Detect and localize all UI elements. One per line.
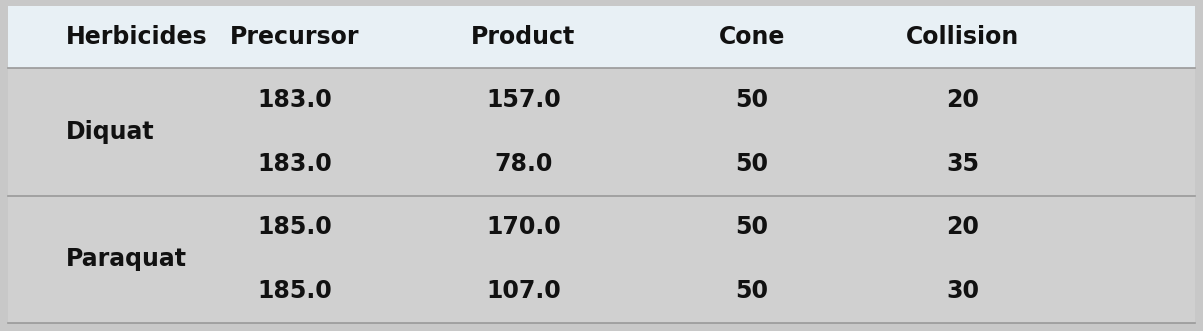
- Text: Cone: Cone: [718, 25, 786, 49]
- Text: 157.0: 157.0: [486, 88, 561, 112]
- Text: Product: Product: [472, 25, 575, 49]
- Text: 50: 50: [735, 279, 769, 303]
- Text: 20: 20: [946, 88, 979, 112]
- Text: Diquat: Diquat: [66, 120, 155, 144]
- Bar: [8, 68, 1195, 323]
- Text: 50: 50: [735, 215, 769, 239]
- Text: 185.0: 185.0: [257, 215, 332, 239]
- Text: Collision: Collision: [906, 25, 1019, 49]
- Text: 170.0: 170.0: [486, 215, 561, 239]
- Text: 50: 50: [735, 152, 769, 176]
- Text: 20: 20: [946, 215, 979, 239]
- Text: Herbicides: Herbicides: [66, 25, 208, 49]
- Text: 35: 35: [946, 152, 979, 176]
- Text: 50: 50: [735, 88, 769, 112]
- Text: 183.0: 183.0: [257, 152, 332, 176]
- Text: 183.0: 183.0: [257, 88, 332, 112]
- Text: Paraquat: Paraquat: [66, 247, 188, 271]
- Text: 30: 30: [946, 279, 979, 303]
- Text: 107.0: 107.0: [486, 279, 561, 303]
- Text: Precursor: Precursor: [230, 25, 360, 49]
- Bar: [8, 6, 1195, 68]
- Text: 185.0: 185.0: [257, 279, 332, 303]
- Text: 78.0: 78.0: [494, 152, 552, 176]
